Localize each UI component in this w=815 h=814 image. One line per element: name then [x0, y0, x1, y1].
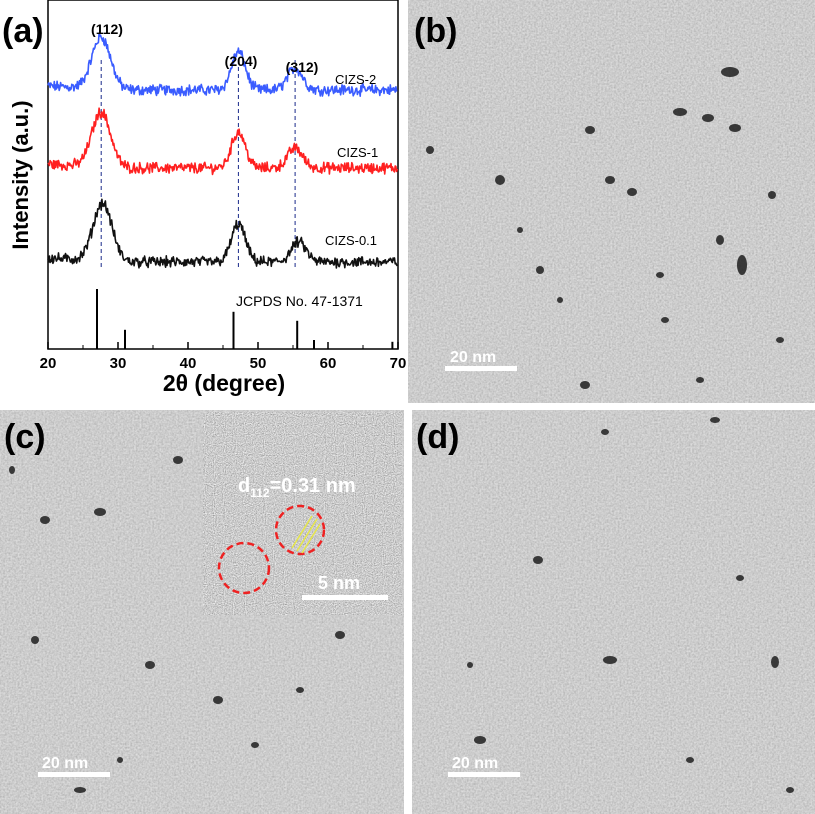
hkl-label-204: (204) — [225, 53, 258, 69]
inset-scale-bar — [302, 595, 388, 600]
inset-scale-bar-label: 5 nm — [318, 573, 360, 593]
xrd-series-CIZS-1 — [47, 107, 399, 176]
nanoparticles-d — [467, 417, 794, 793]
tem-image-d — [412, 410, 815, 814]
hkl-label-112: (112) — [91, 21, 123, 37]
x-tick-label: 50 — [250, 355, 267, 372]
scale-bar-label-b: 20 nm — [450, 349, 496, 366]
nanoparticles-c — [9, 456, 345, 793]
panel-label-d: (d) — [416, 418, 459, 456]
panel-c: d112=0.31 nm 5 nm (c) 20 nm — [0, 410, 404, 814]
panel-divider-horizontal — [404, 403, 815, 410]
x-tick-label: 20 — [40, 355, 57, 372]
x-tick-label: 40 — [180, 355, 197, 372]
xrd-series-CIZS-0.1 — [47, 198, 398, 269]
panel-b: (b) 20 nm — [408, 0, 815, 403]
nanoparticles-b — [426, 67, 784, 389]
peak-guide-lines — [100, 60, 296, 270]
x-tick-label: 70 — [390, 355, 407, 372]
x-axis-label: 2θ (degree) — [163, 370, 285, 396]
reference-pattern — [96, 289, 394, 349]
series-label-cizs-1: CIZS-1 — [337, 145, 378, 160]
xrd-series — [47, 32, 399, 269]
series-label-cizs-0-1: CIZS-0.1 — [325, 233, 377, 248]
lattice-circle-2 — [274, 504, 326, 556]
y-axis-label: Intensity (a.u.) — [8, 100, 33, 249]
scale-bar-label-d: 20 nm — [452, 755, 498, 772]
hkl-label-312: (312) — [286, 59, 319, 75]
panel-divider-vertical — [404, 405, 412, 814]
scale-bar-c — [38, 772, 110, 777]
panel-label-b: (b) — [414, 12, 457, 50]
panel-a: 20 30 40 50 60 70 (a) 2θ (degree) Intensity (… — [2, 0, 406, 396]
x-axis-ticks: 20 30 40 50 60 70 — [40, 342, 407, 372]
lattice-fringe-lines — [291, 515, 321, 554]
panel-label-c: (c) — [4, 418, 46, 456]
reference-label: JCPDS No. 47-1371 — [236, 293, 363, 309]
lattice-circle-1 — [217, 541, 271, 595]
panel-d: (d) 20 nm — [412, 410, 815, 814]
x-tick-label: 60 — [320, 355, 337, 372]
series-label-cizs-2: CIZS-2 — [335, 72, 376, 87]
scale-bar-d — [448, 772, 520, 777]
hrtem-image — [203, 412, 402, 615]
tem-image-b — [408, 0, 815, 403]
d-spacing-label: d112=0.31 nm — [238, 475, 356, 500]
scale-bar-b — [445, 366, 517, 371]
scale-bar-label-c: 20 nm — [42, 755, 88, 772]
hrtem-inset: d112=0.31 nm 5 nm — [203, 412, 402, 615]
panel-label-a: (a) — [2, 12, 44, 50]
x-tick-label: 30 — [110, 355, 127, 372]
xrd-series-CIZS-2 — [47, 32, 398, 97]
